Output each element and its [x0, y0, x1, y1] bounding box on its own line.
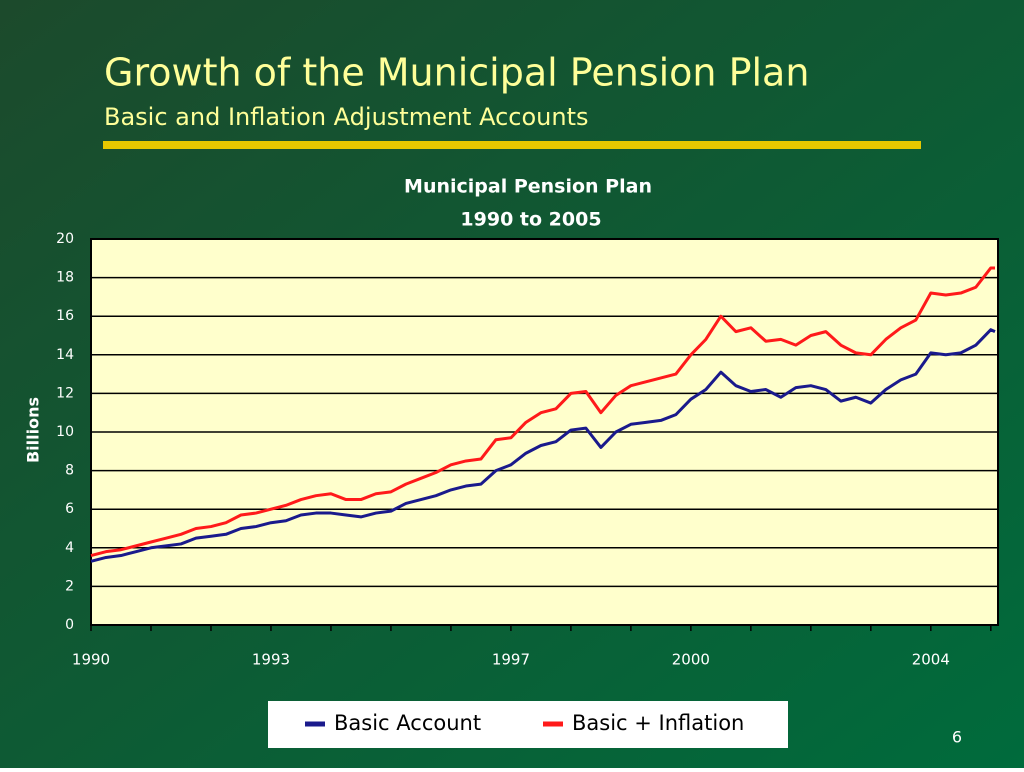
- y-tick-label: 20: [56, 231, 74, 247]
- y-tick-label: 6: [65, 501, 74, 517]
- title-rule: [103, 141, 921, 149]
- legend: [268, 701, 788, 748]
- chart-title: Municipal Pension Plan: [404, 176, 652, 198]
- page-number: 6: [952, 728, 962, 747]
- chart-subtitle: 1990 to 2005: [460, 209, 601, 231]
- legend-label: Basic Account: [334, 711, 481, 735]
- y-tick-label: 8: [65, 463, 74, 479]
- y-tick-label: 10: [56, 424, 74, 440]
- x-tick-label: 2000: [672, 651, 710, 669]
- y-tick-label: 0: [65, 617, 74, 633]
- legend-label: Basic + Inflation: [572, 711, 744, 735]
- y-tick-label: 18: [56, 270, 74, 286]
- y-tick-label: 14: [56, 347, 74, 363]
- y-axis-label: Billions: [24, 397, 43, 463]
- series-line: [90, 328, 996, 563]
- y-tick-label: 4: [65, 540, 74, 556]
- slide-subtitle: Basic and Inflation Adjustment Accounts: [104, 103, 589, 131]
- y-tick-label: 2: [65, 578, 74, 594]
- x-tick-label: 1993: [252, 651, 290, 669]
- x-tick-label: 1990: [72, 651, 110, 669]
- series-line: [90, 266, 996, 557]
- x-tick-label: 1997: [492, 651, 530, 669]
- y-tick-label: 16: [56, 308, 74, 324]
- slide-title: Growth of the Municipal Pension Plan: [104, 51, 809, 95]
- x-tick-label: 2004: [912, 651, 950, 669]
- y-tick-label: 12: [56, 385, 74, 401]
